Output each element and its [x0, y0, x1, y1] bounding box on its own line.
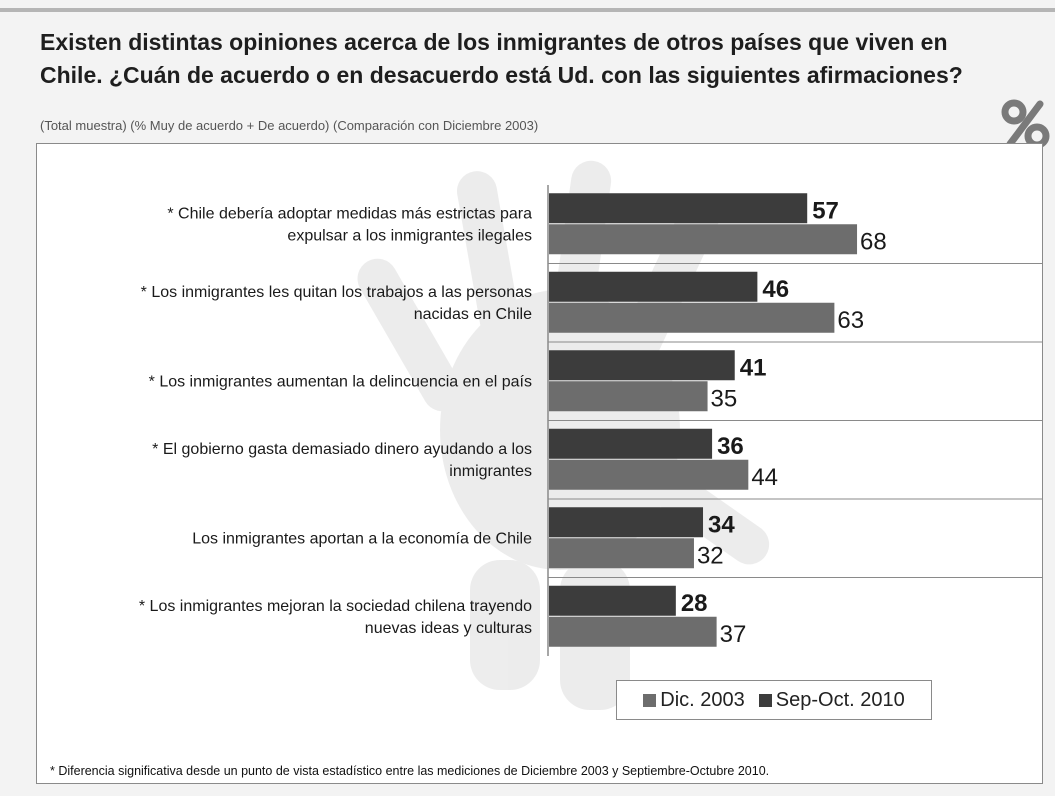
data-label-dic-2003: 37 — [720, 621, 747, 648]
legend-label-dic-2003: Dic. 2003 — [660, 688, 745, 711]
bar-dic-2003 — [549, 302, 835, 333]
category-label: * El gobierno gasta demasiado dinero ayu… — [152, 441, 532, 480]
data-label-sep-oct-2010: 41 — [740, 354, 767, 381]
data-label-dic-2003: 32 — [697, 542, 724, 569]
category-label-line: nacidas en Chile — [414, 306, 532, 323]
category-label-line: inmigrantes — [449, 463, 532, 480]
bar-dic-2003 — [549, 381, 708, 412]
category-label-line: * Los inmigrantes mejoran la sociedad ch… — [139, 598, 532, 615]
data-label-sep-oct-2010: 34 — [708, 511, 735, 538]
footnote: * Diferencia significativa desde un punt… — [50, 764, 770, 778]
category-label-line: nuevas ideas y culturas — [365, 620, 532, 637]
bar-sep-oct-2010 — [549, 271, 758, 302]
category-label-line: expulsar a los inmigrantes ilegales — [287, 227, 532, 244]
category-label-line: * El gobierno gasta demasiado dinero ayu… — [152, 441, 532, 458]
bar-sep-oct-2010 — [549, 585, 676, 616]
category-label-line: * Los inmigrantes aumentan la delincuenc… — [149, 373, 532, 390]
bar-sep-oct-2010 — [549, 428, 713, 459]
legend: Dic. 2003 Sep-Oct. 2010 — [616, 680, 932, 720]
legend-swatch-sep-oct-2010 — [758, 693, 772, 707]
data-label-dic-2003: 63 — [837, 307, 864, 334]
bar-dic-2003 — [549, 616, 717, 647]
bar-sep-oct-2010 — [549, 193, 808, 224]
bar-dic-2003 — [549, 224, 858, 255]
data-label-sep-oct-2010: 46 — [762, 276, 789, 303]
title-line-1: Existen distintas opiniones acerca de lo… — [40, 29, 948, 55]
chart-frame — [36, 143, 1043, 784]
category-label: * Chile debería adoptar medidas más estr… — [167, 205, 532, 244]
data-label-dic-2003: 44 — [751, 464, 778, 491]
data-label-sep-oct-2010: 28 — [681, 590, 708, 617]
category-label: * Los inmigrantes aumentan la delincuenc… — [149, 373, 532, 390]
bar-sep-oct-2010 — [549, 350, 735, 381]
category-label: * Los inmigrantes mejoran la sociedad ch… — [139, 598, 532, 637]
category-label: Los inmigrantes aportan a la economía de… — [192, 530, 532, 547]
bar-dic-2003 — [549, 538, 694, 569]
legend-item-dic-2003: Dic. 2003 — [643, 689, 745, 712]
chart-title: Existen distintas opiniones acerca de lo… — [40, 26, 1040, 92]
data-label-sep-oct-2010: 36 — [717, 433, 744, 460]
legend-item-sep-oct-2010: Sep-Oct. 2010 — [758, 688, 905, 712]
category-label-line: * Los inmigrantes les quitan los trabajo… — [141, 284, 532, 301]
legend-label-sep-oct-2010: Sep-Oct. 2010 — [775, 688, 905, 711]
percent-icon — [1001, 99, 1050, 149]
legend-swatch-dic-2003 — [643, 693, 657, 707]
category-label-line: Los inmigrantes aportan a la economía de… — [192, 530, 532, 547]
title-line-2: Chile. ¿Cuán de acuerdo o en desacuerdo … — [40, 62, 963, 88]
top-rule — [0, 8, 1055, 12]
data-label-sep-oct-2010: 57 — [812, 197, 839, 224]
data-label-dic-2003: 35 — [711, 385, 738, 412]
data-label-dic-2003: 68 — [860, 228, 887, 255]
chart-subtitle: (Total muestra) (% Muy de acuerdo + De a… — [40, 118, 539, 133]
category-label: * Los inmigrantes les quitan los trabajo… — [141, 284, 532, 323]
bar-sep-oct-2010 — [549, 507, 704, 538]
bar-dic-2003 — [549, 459, 749, 490]
category-label-line: * Chile debería adoptar medidas más estr… — [167, 205, 532, 222]
